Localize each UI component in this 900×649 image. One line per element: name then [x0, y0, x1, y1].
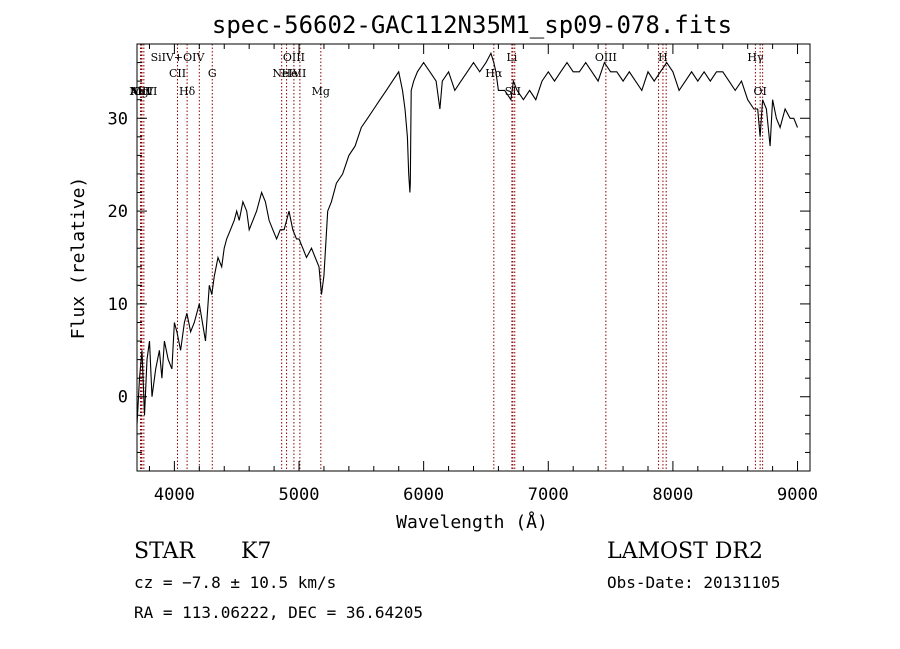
spectral-line-label: NeIV [272, 67, 301, 80]
redshift-velocity: cz = −7.8 ± 10.5 km/s [134, 573, 337, 592]
spectral-line-label: CII [169, 67, 186, 80]
spectral-line-label: MgII [130, 85, 157, 98]
spectral-line-label: Hδ [179, 85, 196, 98]
spectral-line-label: OI [753, 85, 766, 98]
coordinates: RA = 113.06222, DEC = 36.64205 [134, 603, 423, 622]
spectral-line-label: OII [133, 85, 151, 98]
spectral-line-label: Hα [485, 67, 503, 80]
spectral-line-label: OIII [283, 51, 305, 64]
chart-title: spec-56602-GAC112N35M1_sp09-078.fits [212, 11, 732, 39]
x-axis-label: Wavelength (Å) [396, 511, 548, 533]
spectral-line-label: NeV [129, 85, 154, 98]
spectral-line-label: H [658, 51, 668, 64]
x-tick-label: 4000 [154, 485, 195, 505]
survey-name: LAMOST DR2 [607, 539, 763, 564]
spectral-line-label: Li [506, 51, 517, 64]
object-subclass: K7 [241, 539, 272, 564]
x-tick-label: 8000 [652, 485, 693, 505]
x-tick-label: 7000 [528, 485, 569, 505]
y-tick-label: 0 [118, 388, 128, 408]
x-tick-label: 9000 [777, 485, 818, 505]
y-tick-label: 20 [108, 202, 128, 222]
spectral-line-label: AlII [129, 85, 150, 98]
spectral-line-label: SiIV+OIV [151, 51, 206, 64]
x-tick-label: 5000 [279, 485, 320, 505]
y-tick-label: 30 [108, 109, 128, 129]
spectral-line-label: Hγ [747, 51, 764, 64]
plot-frame [136, 43, 811, 472]
spectral-line-label: G [208, 67, 217, 80]
x-axis: 4000 5000 6000 7000 8000 9000 [148, 44, 818, 505]
spectral-line-label: OIII [595, 51, 617, 64]
observation-date: Obs-Date: 20131105 [607, 573, 781, 592]
spectral-line-label: SII [505, 85, 521, 98]
y-axis-label: Flux (relative) [68, 177, 89, 340]
spectrum-series-line [136, 51, 799, 425]
y-axis: 0 10 20 30 [108, 43, 810, 453]
x-tick-label: 6000 [403, 485, 444, 505]
spectral-line-label: Mg [312, 85, 330, 98]
y-tick-label: 10 [108, 295, 128, 315]
object-class: STAR [134, 539, 195, 564]
spectral-line-label: HeII [282, 67, 307, 80]
